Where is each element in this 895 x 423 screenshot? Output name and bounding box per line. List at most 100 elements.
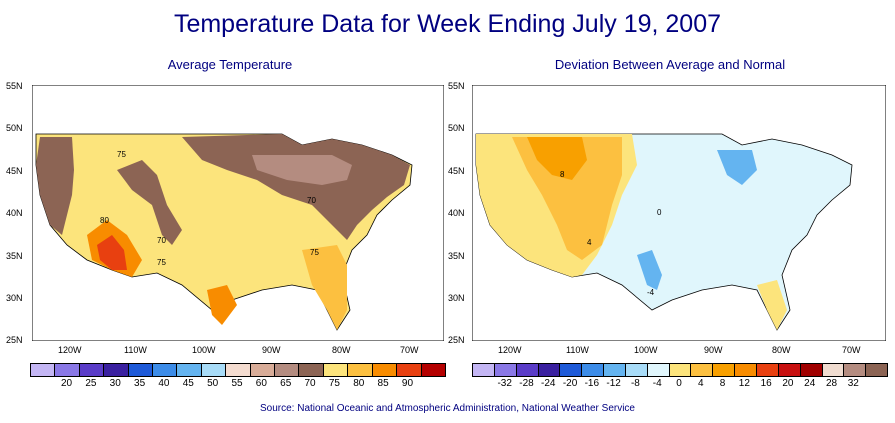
legend-tick-label: 28 <box>825 378 838 389</box>
legend-tick-label: -12 <box>606 378 621 389</box>
legend-swatch <box>691 364 714 376</box>
lat-label: 55N <box>448 81 465 91</box>
legend-swatch <box>560 364 583 376</box>
lon-label: 120W <box>58 345 82 355</box>
legend-swatch <box>299 364 324 376</box>
temperature-deviation-map: 8 4 0 -4 <box>472 85 886 341</box>
legend-swatch <box>55 364 80 376</box>
legend-tick-label: -20 <box>562 378 578 389</box>
legend-tick-label: 65 <box>280 378 292 389</box>
legend-swatch <box>348 364 373 376</box>
legend-swatch <box>800 364 823 376</box>
deviation-legend <box>472 363 888 377</box>
legend-tick-label: 40 <box>158 378 170 389</box>
legend-swatch <box>397 364 422 376</box>
southwest-hottest-zone <box>97 235 127 270</box>
legend-swatch <box>822 364 845 376</box>
lat-label: 50N <box>6 123 23 133</box>
legend-tick-label: -28 <box>519 378 534 389</box>
legend-swatch <box>104 364 129 376</box>
lon-label: 90W <box>704 345 723 355</box>
legend-tick-label: 90 <box>401 378 414 389</box>
source-note: Source: National Oceanic and Atmospheric… <box>259 403 635 414</box>
legend-swatch <box>372 364 398 376</box>
legend-tick-label: -32 <box>497 378 512 389</box>
legend-swatch <box>756 364 779 376</box>
legend-tick-label: 50 <box>207 378 219 389</box>
legend-swatch <box>201 364 227 376</box>
contour-label: 0 <box>657 208 662 217</box>
lat-label: 30N <box>6 293 23 303</box>
lat-label: 35N <box>6 251 23 261</box>
lon-label: 120W <box>498 345 522 355</box>
legend-swatch <box>128 364 154 376</box>
legend-swatch <box>494 364 517 376</box>
legend-swatch <box>275 364 300 376</box>
legend-swatch <box>250 364 276 376</box>
left-map-title: Average Temperature <box>167 57 293 72</box>
legend-swatch <box>866 364 888 376</box>
texas-cool-zone <box>637 250 662 290</box>
lat-label: 45N <box>6 166 23 176</box>
page-title: Temperature Data for Week Ending July 19… <box>173 10 722 38</box>
legend-tick-label: 25 <box>85 378 97 389</box>
northwest-cool-zone <box>36 137 74 235</box>
average-temperature-legend <box>30 363 446 377</box>
legend-tick-label: 16 <box>760 378 772 389</box>
legend-swatch <box>31 364 56 376</box>
legend-tick-label: 20 <box>60 378 73 389</box>
legend-tick-label: 60 <box>255 378 267 389</box>
legend-tick-label: 32 <box>847 378 859 389</box>
legend-tick-label: 70 <box>304 378 316 389</box>
legend-tick-label: -24 <box>541 378 556 389</box>
legend-swatch <box>647 364 670 376</box>
northern-plains-band <box>252 155 352 185</box>
contour-label: 75 <box>310 248 319 257</box>
lon-label: 110W <box>124 345 147 355</box>
legend-tick-label: 30 <box>109 378 121 389</box>
legend-swatch <box>604 364 626 376</box>
lon-label: 100W <box>634 345 658 355</box>
lon-label: 110W <box>566 345 589 355</box>
legend-swatch <box>538 364 561 376</box>
lat-label: 30N <box>448 293 465 303</box>
legend-tick-label: 24 <box>804 378 816 389</box>
lat-label: 45N <box>448 166 465 176</box>
rockies-cool-zone <box>117 160 182 245</box>
contour-label: 75 <box>157 258 166 267</box>
legend-swatch <box>421 364 445 376</box>
contour-label: 75 <box>117 150 126 159</box>
legend-tick-label: 45 <box>182 378 194 389</box>
great-lakes-cool-zone <box>717 150 757 185</box>
northeast-cool-zone <box>182 134 410 240</box>
legend-swatch <box>323 364 349 376</box>
lon-label: 90W <box>262 345 281 355</box>
lat-label: 35N <box>448 251 465 261</box>
legend-swatch <box>473 364 495 376</box>
legend-tick-label: 35 <box>134 378 146 389</box>
contour-label: -4 <box>647 288 655 297</box>
legend-tick-label: 8 <box>719 378 726 389</box>
legend-swatch <box>226 364 251 376</box>
legend-swatch <box>582 364 605 376</box>
lon-label: 70W <box>400 345 419 355</box>
lat-label: 55N <box>6 81 23 91</box>
lat-label: 40N <box>448 208 465 218</box>
legend-tick-label: 0 <box>676 378 682 389</box>
legend-swatch <box>153 364 178 376</box>
legend-swatch <box>735 364 757 376</box>
contour-label: 70 <box>307 196 316 205</box>
lon-label: 80W <box>772 345 791 355</box>
legend-tick-label: -8 <box>630 378 640 389</box>
legend-tick-label: 20 <box>782 378 794 389</box>
lat-label: 40N <box>6 208 23 218</box>
legend-tick-label: 12 <box>738 378 750 389</box>
lat-label: 25N <box>6 335 23 345</box>
legend-swatch <box>177 364 202 376</box>
legend-tick-label: 4 <box>698 378 704 389</box>
legend-swatch <box>516 364 539 376</box>
lon-label: 100W <box>192 345 216 355</box>
legend-swatch <box>669 364 692 376</box>
contour-label: 70 <box>157 236 166 245</box>
montana-hot-zone <box>527 137 587 180</box>
